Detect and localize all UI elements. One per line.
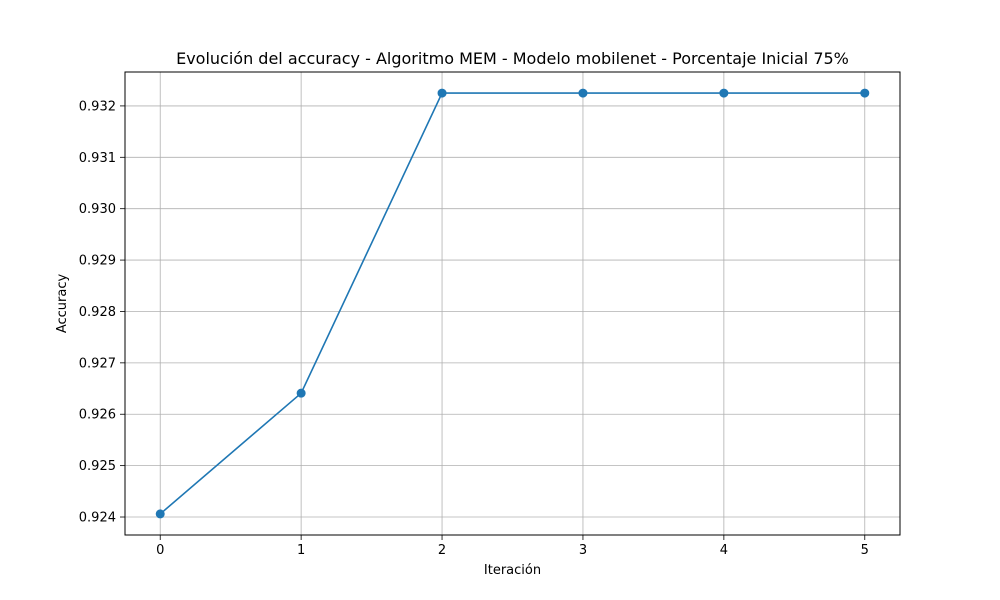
x-tick-label: 2	[438, 543, 446, 558]
y-axis: 0.924 0.925 0.926 0.927 0.928 0.929 0.930 0.931…	[79, 99, 125, 526]
y-tick-label: 0.926	[79, 408, 116, 423]
y-tick-label: 0.928	[79, 305, 116, 320]
x-tick-label: 5	[861, 543, 869, 558]
data-point	[578, 88, 588, 98]
x-axis: 0 1 2 3 4 5	[156, 535, 869, 558]
y-tick-label: 0.927	[79, 356, 116, 371]
y-tick-label: 0.931	[79, 151, 116, 166]
series-layer	[155, 88, 870, 519]
data-point	[437, 88, 447, 98]
x-tick-label: 4	[720, 543, 728, 558]
grid	[125, 72, 900, 535]
y-tick-label: 0.924	[79, 511, 116, 526]
x-tick-label: 0	[156, 543, 164, 558]
y-tick-label: 0.930	[79, 202, 116, 217]
data-point	[155, 509, 165, 519]
x-axis-label: Iteración	[484, 563, 541, 578]
y-tick-label: 0.932	[79, 99, 116, 114]
chart-title: Evolución del accuracy - Algoritmo MEM -…	[176, 49, 849, 68]
y-tick-label: 0.929	[79, 254, 116, 269]
x-tick-label: 3	[579, 543, 587, 558]
y-tick-label: 0.925	[79, 459, 116, 474]
series-line	[159, 92, 865, 515]
data-point	[296, 388, 306, 398]
data-point	[719, 88, 729, 98]
x-tick-label: 1	[297, 543, 305, 558]
data-point	[860, 88, 870, 98]
plot-frame	[124, 71, 901, 536]
y-axis-label: Accuracy	[55, 274, 70, 334]
